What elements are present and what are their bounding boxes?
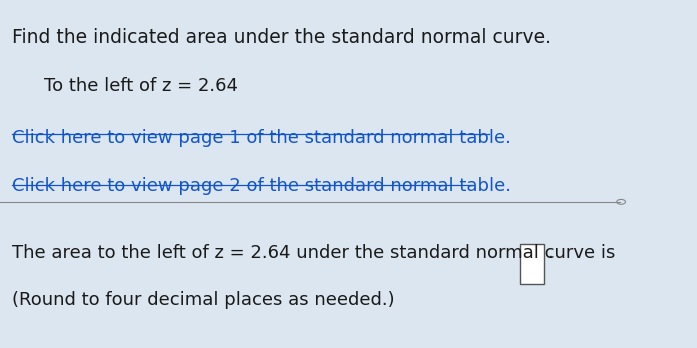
- Text: (Round to four decimal places as needed.): (Round to four decimal places as needed.…: [13, 291, 395, 309]
- Text: The area to the left of z = 2.64 under the standard normal curve is: The area to the left of z = 2.64 under t…: [13, 244, 616, 262]
- Text: Click here to view page 2 of the standard normal table.: Click here to view page 2 of the standar…: [13, 177, 512, 196]
- Text: Click here to view page 1 of the standard normal table.: Click here to view page 1 of the standar…: [13, 129, 512, 147]
- Text: To the left of z = 2.64: To the left of z = 2.64: [44, 77, 238, 95]
- FancyBboxPatch shape: [520, 244, 544, 284]
- Text: Find the indicated area under the standard normal curve.: Find the indicated area under the standa…: [13, 28, 551, 47]
- Text: .: .: [547, 244, 553, 262]
